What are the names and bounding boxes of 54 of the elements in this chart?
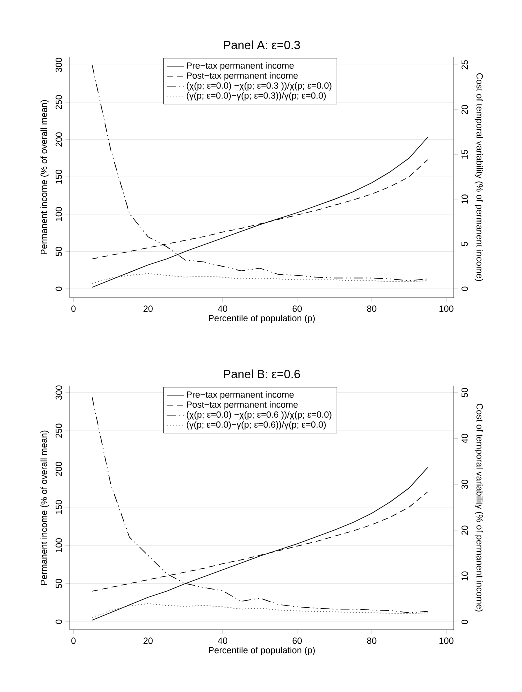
x-tick-label: 80 <box>367 638 377 644</box>
x-tick-label: 0 <box>72 306 76 312</box>
x-tick-label: 20 <box>144 638 153 644</box>
y2-tick-label: 15 <box>462 150 468 159</box>
y-tick-label: 200 <box>56 462 62 476</box>
y2-tick-label: 40 <box>462 434 468 444</box>
x-axis-title: Percentile of population (p) <box>209 314 316 324</box>
y-tick-label: 50 <box>56 579 62 588</box>
y2-axis-title: Cost of temporal variability (% of permanent income) <box>474 404 484 612</box>
y-tick-label: 50 <box>56 247 62 256</box>
legend-label: (γ(p; ε=0.0)−γ(p; ε=0.6))/γ(p; ε=0.0) <box>187 421 326 430</box>
y-tick-label: 300 <box>56 58 62 72</box>
y2-tick-label: 50 <box>462 388 468 398</box>
x-tick-label: 0 <box>72 638 76 644</box>
x-axis-title: Percentile of population (p) <box>209 646 316 656</box>
legend-label: Pre−tax permanent income <box>187 391 294 400</box>
y-tick-label: 250 <box>56 424 62 438</box>
y2-tick-label: 30 <box>462 480 468 490</box>
y-tick-label: 150 <box>56 170 62 184</box>
y2-tick-label: 5 <box>462 242 468 246</box>
legend-label: (χ(p; ε=0.0) −χ(p; ε=0.6 ))/χ(p; ε=0.0) <box>187 411 332 420</box>
y-tick-label: 100 <box>56 207 62 222</box>
y-tick-label: 300 <box>56 386 62 400</box>
x-tick-label: 100 <box>440 306 454 312</box>
y-tick-label: 0 <box>56 620 62 624</box>
y-tick-label: 150 <box>56 500 62 514</box>
legend-label: Pre−tax permanent income <box>187 62 294 71</box>
legend-label: (γ(p; ε=0.0)−γ(p; ε=0.3))/γ(p; ε=0.0) <box>187 92 326 101</box>
y2-tick-label: 10 <box>462 572 468 581</box>
y-tick-label: 200 <box>56 132 62 147</box>
y2-tick-label: 20 <box>462 105 468 114</box>
legend-label: (χ(p; ε=0.0) −χ(p; ε=0.3 ))/χ(p; ε=0.0) <box>187 82 332 91</box>
y-axis-title: Permanent income (% of overall mean) <box>40 430 50 586</box>
legend-label: Post−tax permanent income <box>187 72 298 81</box>
chart-title: Panel A: ε=0.3 <box>224 40 300 50</box>
x-tick-label: 40 <box>218 638 228 644</box>
y2-tick-label: 0 <box>462 620 468 624</box>
x-tick-label: 80 <box>367 306 377 312</box>
legend-label: Post−tax permanent income <box>187 401 298 410</box>
x-tick-label: 60 <box>292 638 302 644</box>
x-tick-label: 20 <box>144 306 153 312</box>
y2-axis-title: Cost of temporal variability (% of permanent income) <box>474 74 484 282</box>
y-tick-label: 250 <box>56 95 62 110</box>
chart-title: Panel B: ε=0.6 <box>224 370 300 378</box>
y-axis-title: Permanent income (% of overall mean) <box>40 100 50 255</box>
x-tick-label: 60 <box>292 306 302 312</box>
x-tick-label: 100 <box>440 638 454 644</box>
y2-tick-label: 25 <box>462 60 468 70</box>
y2-tick-label: 10 <box>462 194 468 204</box>
y-tick-label: 100 <box>56 538 62 552</box>
y-tick-label: 0 <box>56 286 62 292</box>
x-tick-label: 40 <box>218 306 228 312</box>
y2-tick-label: 20 <box>462 526 468 536</box>
y2-tick-label: 0 <box>462 286 468 292</box>
